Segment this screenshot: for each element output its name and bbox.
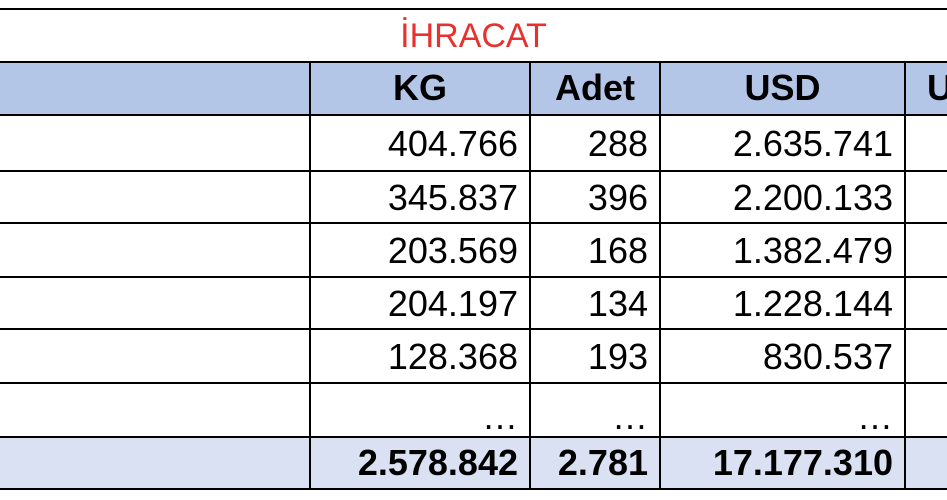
cell-adet[interactable]: … <box>612 396 648 437</box>
row-label-cell[interactable] <box>0 116 310 168</box>
total-usd[interactable]: 17.177.310 <box>660 438 905 488</box>
grid-line <box>0 8 947 10</box>
grid-line <box>0 61 947 63</box>
row-label-cell[interactable] <box>0 330 310 382</box>
grid-line <box>659 61 661 490</box>
cell-kg[interactable]: 345.837 <box>387 177 518 218</box>
row-label-cell[interactable] <box>0 172 310 224</box>
header-partial-u[interactable]: U <box>905 62 947 114</box>
header-kg[interactable]: KG <box>310 62 530 114</box>
grid-line <box>904 61 906 490</box>
cell-adet[interactable]: 396 <box>587 177 648 218</box>
cell-adet[interactable]: 168 <box>587 230 648 271</box>
cell-usd[interactable]: 1.382.479 <box>732 230 893 271</box>
row-label-cell[interactable] <box>0 278 310 330</box>
grid-line <box>309 61 311 490</box>
grid-line <box>0 382 947 384</box>
total-adet[interactable]: 2.781 <box>530 438 660 488</box>
grid-line <box>529 61 531 490</box>
header-blank-cell[interactable] <box>0 62 310 114</box>
cell-kg[interactable]: 404.766 <box>387 123 518 164</box>
cell-adet[interactable]: 288 <box>587 123 648 164</box>
grid-line <box>0 276 947 278</box>
header-usd[interactable]: USD <box>660 62 905 114</box>
table-title[interactable]: İHRACAT <box>400 17 547 55</box>
cell-kg[interactable]: 204.197 <box>387 283 518 324</box>
cell-usd[interactable]: 2.635.741 <box>732 123 893 164</box>
cell-kg[interactable]: … <box>482 396 518 437</box>
total-partial-cell[interactable] <box>905 438 947 488</box>
cell-adet[interactable]: 134 <box>587 283 648 324</box>
cell-adet[interactable]: 193 <box>587 336 648 377</box>
grid-line <box>0 488 947 490</box>
grid-line <box>0 114 947 116</box>
grid-line <box>0 222 947 224</box>
cell-usd[interactable]: … <box>857 396 893 437</box>
cell-kg[interactable]: 203.569 <box>387 230 518 271</box>
header-adet[interactable]: Adet <box>530 62 660 114</box>
cell-usd[interactable]: 830.537 <box>762 336 893 377</box>
cell-usd[interactable]: 1.228.144 <box>732 283 893 324</box>
row-label-cell[interactable] <box>0 224 310 276</box>
total-kg[interactable]: 2.578.842 <box>310 438 530 488</box>
grid-line <box>0 170 947 172</box>
grid-line <box>0 436 947 438</box>
total-label-cell[interactable] <box>0 438 310 488</box>
grid-line <box>0 328 947 330</box>
cell-usd[interactable]: 2.200.133 <box>732 177 893 218</box>
cell-kg[interactable]: 128.368 <box>387 336 518 377</box>
row-label-cell[interactable] <box>0 384 310 436</box>
